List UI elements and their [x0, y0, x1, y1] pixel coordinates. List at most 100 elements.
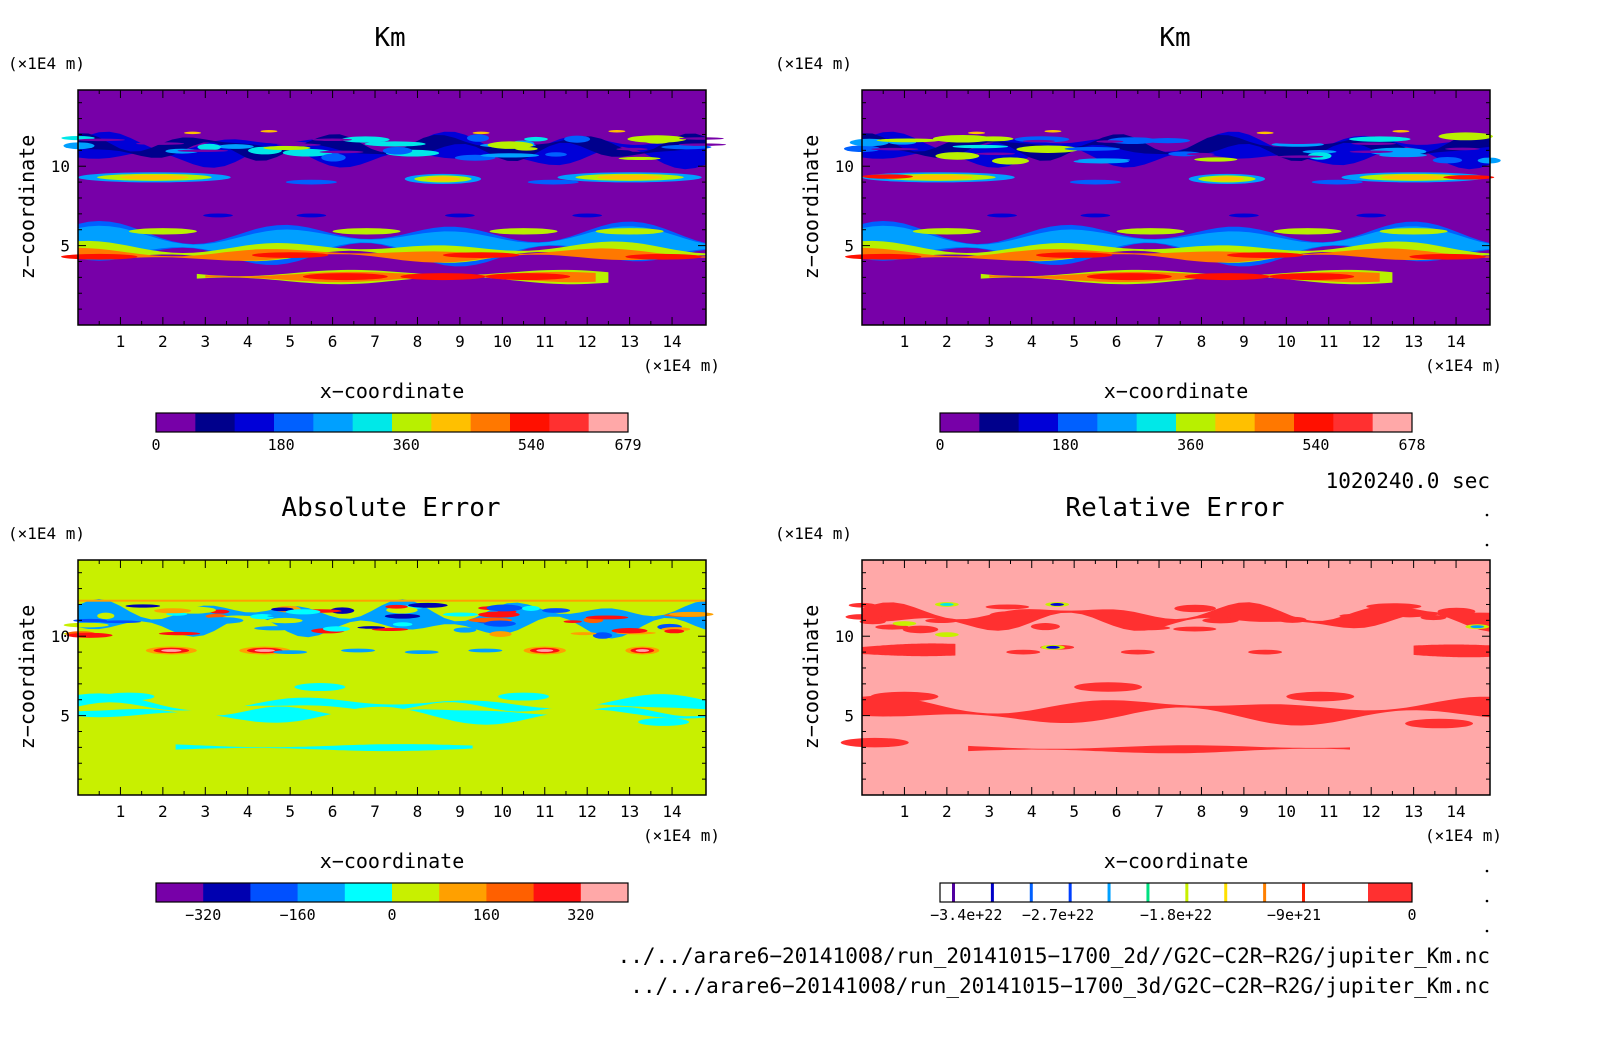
panel-relative-error: Relative Error (×1E4 m) (×1E4 m) x−coord…	[775, 493, 1502, 924]
y-axis-label: z−coordinate	[799, 605, 823, 750]
contour-blob	[985, 604, 1030, 610]
x-tick-label: 12	[578, 802, 597, 821]
panel-absolute-error: Absolute Error (×1E4 m) (×1E4 m) x−coord…	[8, 493, 720, 924]
contour-blob	[536, 649, 554, 652]
contour-blob	[1186, 152, 1215, 156]
colorbar: −320 −160 0 160 320	[155, 882, 629, 924]
contour-blob	[217, 144, 254, 149]
contour-blob	[608, 130, 626, 133]
contour-blob	[319, 150, 364, 154]
contour-blob	[154, 608, 192, 614]
contour-blob	[871, 147, 919, 151]
contour-blob	[285, 609, 321, 615]
colorbar: 0 180 360 540 679	[151, 412, 642, 454]
contour-blob	[1006, 649, 1041, 655]
x-tick-label: 1	[900, 332, 910, 351]
x-tick-label: 14	[662, 332, 681, 351]
colorbar-contour-line	[952, 883, 955, 902]
panel-title: Km	[374, 23, 405, 53]
contour-blob	[161, 649, 182, 652]
contour-band	[862, 602, 1490, 632]
contour-blob	[203, 213, 233, 218]
contour-band	[78, 702, 706, 717]
contour-band	[78, 247, 706, 263]
contour-blob	[285, 179, 337, 185]
colorbar-swatch	[250, 883, 299, 902]
colorbar-tick-label: 540	[518, 436, 545, 454]
contour-blob	[404, 650, 439, 654]
contour-blob	[1409, 253, 1486, 260]
contour-blob	[472, 131, 490, 135]
contour-blob	[1278, 616, 1307, 623]
colorbar-swatch	[588, 413, 629, 432]
y-unit: (×1E4 m)	[8, 54, 85, 73]
contour-blob	[1339, 613, 1372, 618]
contour-blob	[952, 144, 1009, 149]
colorbar-tick-label: −2.7e+22	[1022, 906, 1094, 924]
colorbar-tick-label: 540	[1302, 436, 1329, 454]
contour-blob	[1194, 157, 1238, 162]
contour-band	[78, 599, 706, 639]
contour-blob	[384, 613, 421, 619]
contour-band	[862, 247, 1490, 263]
x-tick-label: 11	[1319, 802, 1338, 821]
contour-blob	[635, 649, 650, 652]
x-tick-label: 8	[413, 332, 423, 351]
x-tick-label: 1	[116, 332, 126, 351]
colorbar-tick-label: 320	[567, 906, 594, 924]
colorbar-swatch	[297, 883, 346, 902]
contour-blob	[267, 614, 299, 618]
contour-blob	[483, 620, 516, 627]
colorbar-contour-line	[1185, 883, 1189, 902]
colorbar-swatch	[352, 413, 393, 432]
contour-blob	[912, 228, 981, 235]
x-unit: (×1E4 m)	[643, 826, 720, 845]
contour-blob	[1269, 273, 1355, 281]
heatmap-background	[78, 90, 706, 325]
contour-band	[1413, 644, 1490, 658]
contour-blob	[902, 625, 939, 634]
contour-blob	[627, 135, 687, 143]
x-tick-label: 3	[200, 332, 210, 351]
contour-blob	[515, 146, 538, 151]
x-tick-labels: 1 2 3 4 5 6 7 8 9 10 11 12 13 14	[116, 332, 682, 351]
x-unit: (×1E4 m)	[643, 356, 720, 375]
contour-blob	[341, 648, 376, 653]
x-tick-label: 8	[1197, 332, 1207, 351]
contour-blob	[296, 213, 327, 218]
contour-blob	[385, 604, 408, 609]
x-tick-label: 4	[243, 332, 253, 351]
contour-blob	[480, 153, 540, 158]
colorbar-swatch	[979, 413, 1020, 432]
y-axis-label: z−coordinate	[15, 135, 39, 280]
contour-blob	[312, 138, 353, 142]
y-tick-label: 5	[60, 237, 70, 256]
contour-blob	[1348, 136, 1411, 142]
contour-blob	[989, 611, 1032, 620]
contour-blob	[1470, 625, 1485, 629]
colorbar-tick-label: −9e+21	[1267, 906, 1321, 924]
contour-blob	[1381, 174, 1447, 180]
contour-blob	[1226, 612, 1254, 620]
colorbar-contour-line	[1107, 883, 1111, 902]
x-tick-label: 12	[578, 332, 597, 351]
colorbar-frame	[155, 882, 629, 903]
contour-blob	[498, 692, 549, 701]
plot-area	[840, 559, 1491, 796]
y-tick-labels: 5 10	[835, 627, 854, 725]
colorbar-swatch	[156, 413, 196, 432]
colorbar-contour-line	[1224, 883, 1228, 902]
contour-blob	[597, 174, 663, 180]
contour-blob	[1096, 140, 1124, 143]
colorbar-contour-line	[990, 883, 994, 902]
x-tick-label: 13	[1404, 332, 1423, 351]
contour-blob	[273, 650, 308, 654]
colorbar-swatch	[1097, 413, 1138, 432]
x-tick-label: 5	[1069, 802, 1079, 821]
contour-blob	[330, 607, 355, 614]
contour-blob	[542, 608, 571, 613]
contour-blob	[1349, 150, 1394, 154]
contour-blob	[98, 620, 142, 624]
contour-blob	[489, 228, 558, 235]
colorbar-contour-line	[1068, 883, 1072, 902]
